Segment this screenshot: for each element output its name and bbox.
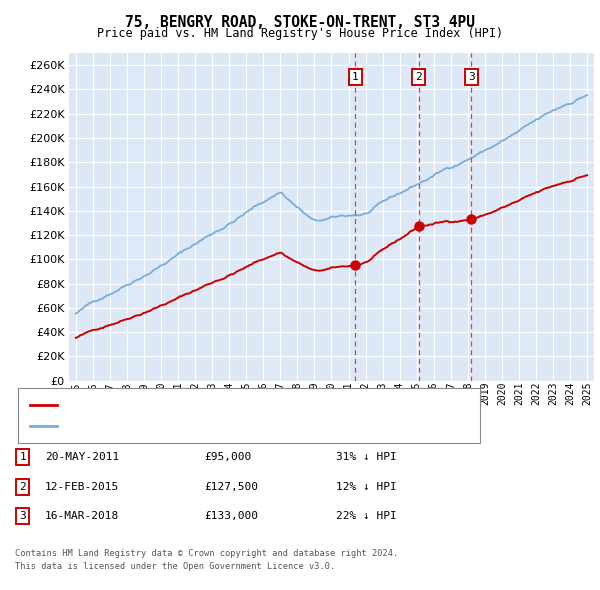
Text: 1: 1	[352, 73, 358, 83]
Text: 31% ↓ HPI: 31% ↓ HPI	[336, 453, 397, 462]
Text: £95,000: £95,000	[204, 453, 251, 462]
Text: 22% ↓ HPI: 22% ↓ HPI	[336, 512, 397, 521]
Text: 2: 2	[19, 482, 26, 491]
Text: This data is licensed under the Open Government Licence v3.0.: This data is licensed under the Open Gov…	[15, 562, 335, 571]
Text: 12-FEB-2015: 12-FEB-2015	[45, 482, 119, 491]
Text: £127,500: £127,500	[204, 482, 258, 491]
Text: 75, BENGRY ROAD, STOKE-ON-TRENT, ST3 4PU (detached house): 75, BENGRY ROAD, STOKE-ON-TRENT, ST3 4PU…	[62, 399, 418, 409]
Text: 12% ↓ HPI: 12% ↓ HPI	[336, 482, 397, 491]
Text: 1: 1	[19, 453, 26, 462]
Text: £133,000: £133,000	[204, 512, 258, 521]
Text: Price paid vs. HM Land Registry's House Price Index (HPI): Price paid vs. HM Land Registry's House …	[97, 27, 503, 40]
Text: HPI: Average price, detached house, Stoke-on-Trent: HPI: Average price, detached house, Stok…	[62, 421, 374, 431]
Text: 3: 3	[19, 512, 26, 521]
Text: 3: 3	[468, 73, 475, 83]
Text: 20-MAY-2011: 20-MAY-2011	[45, 453, 119, 462]
Text: 2: 2	[415, 73, 422, 83]
Text: 75, BENGRY ROAD, STOKE-ON-TRENT, ST3 4PU: 75, BENGRY ROAD, STOKE-ON-TRENT, ST3 4PU	[125, 15, 475, 30]
Text: Contains HM Land Registry data © Crown copyright and database right 2024.: Contains HM Land Registry data © Crown c…	[15, 549, 398, 558]
Text: 16-MAR-2018: 16-MAR-2018	[45, 512, 119, 521]
